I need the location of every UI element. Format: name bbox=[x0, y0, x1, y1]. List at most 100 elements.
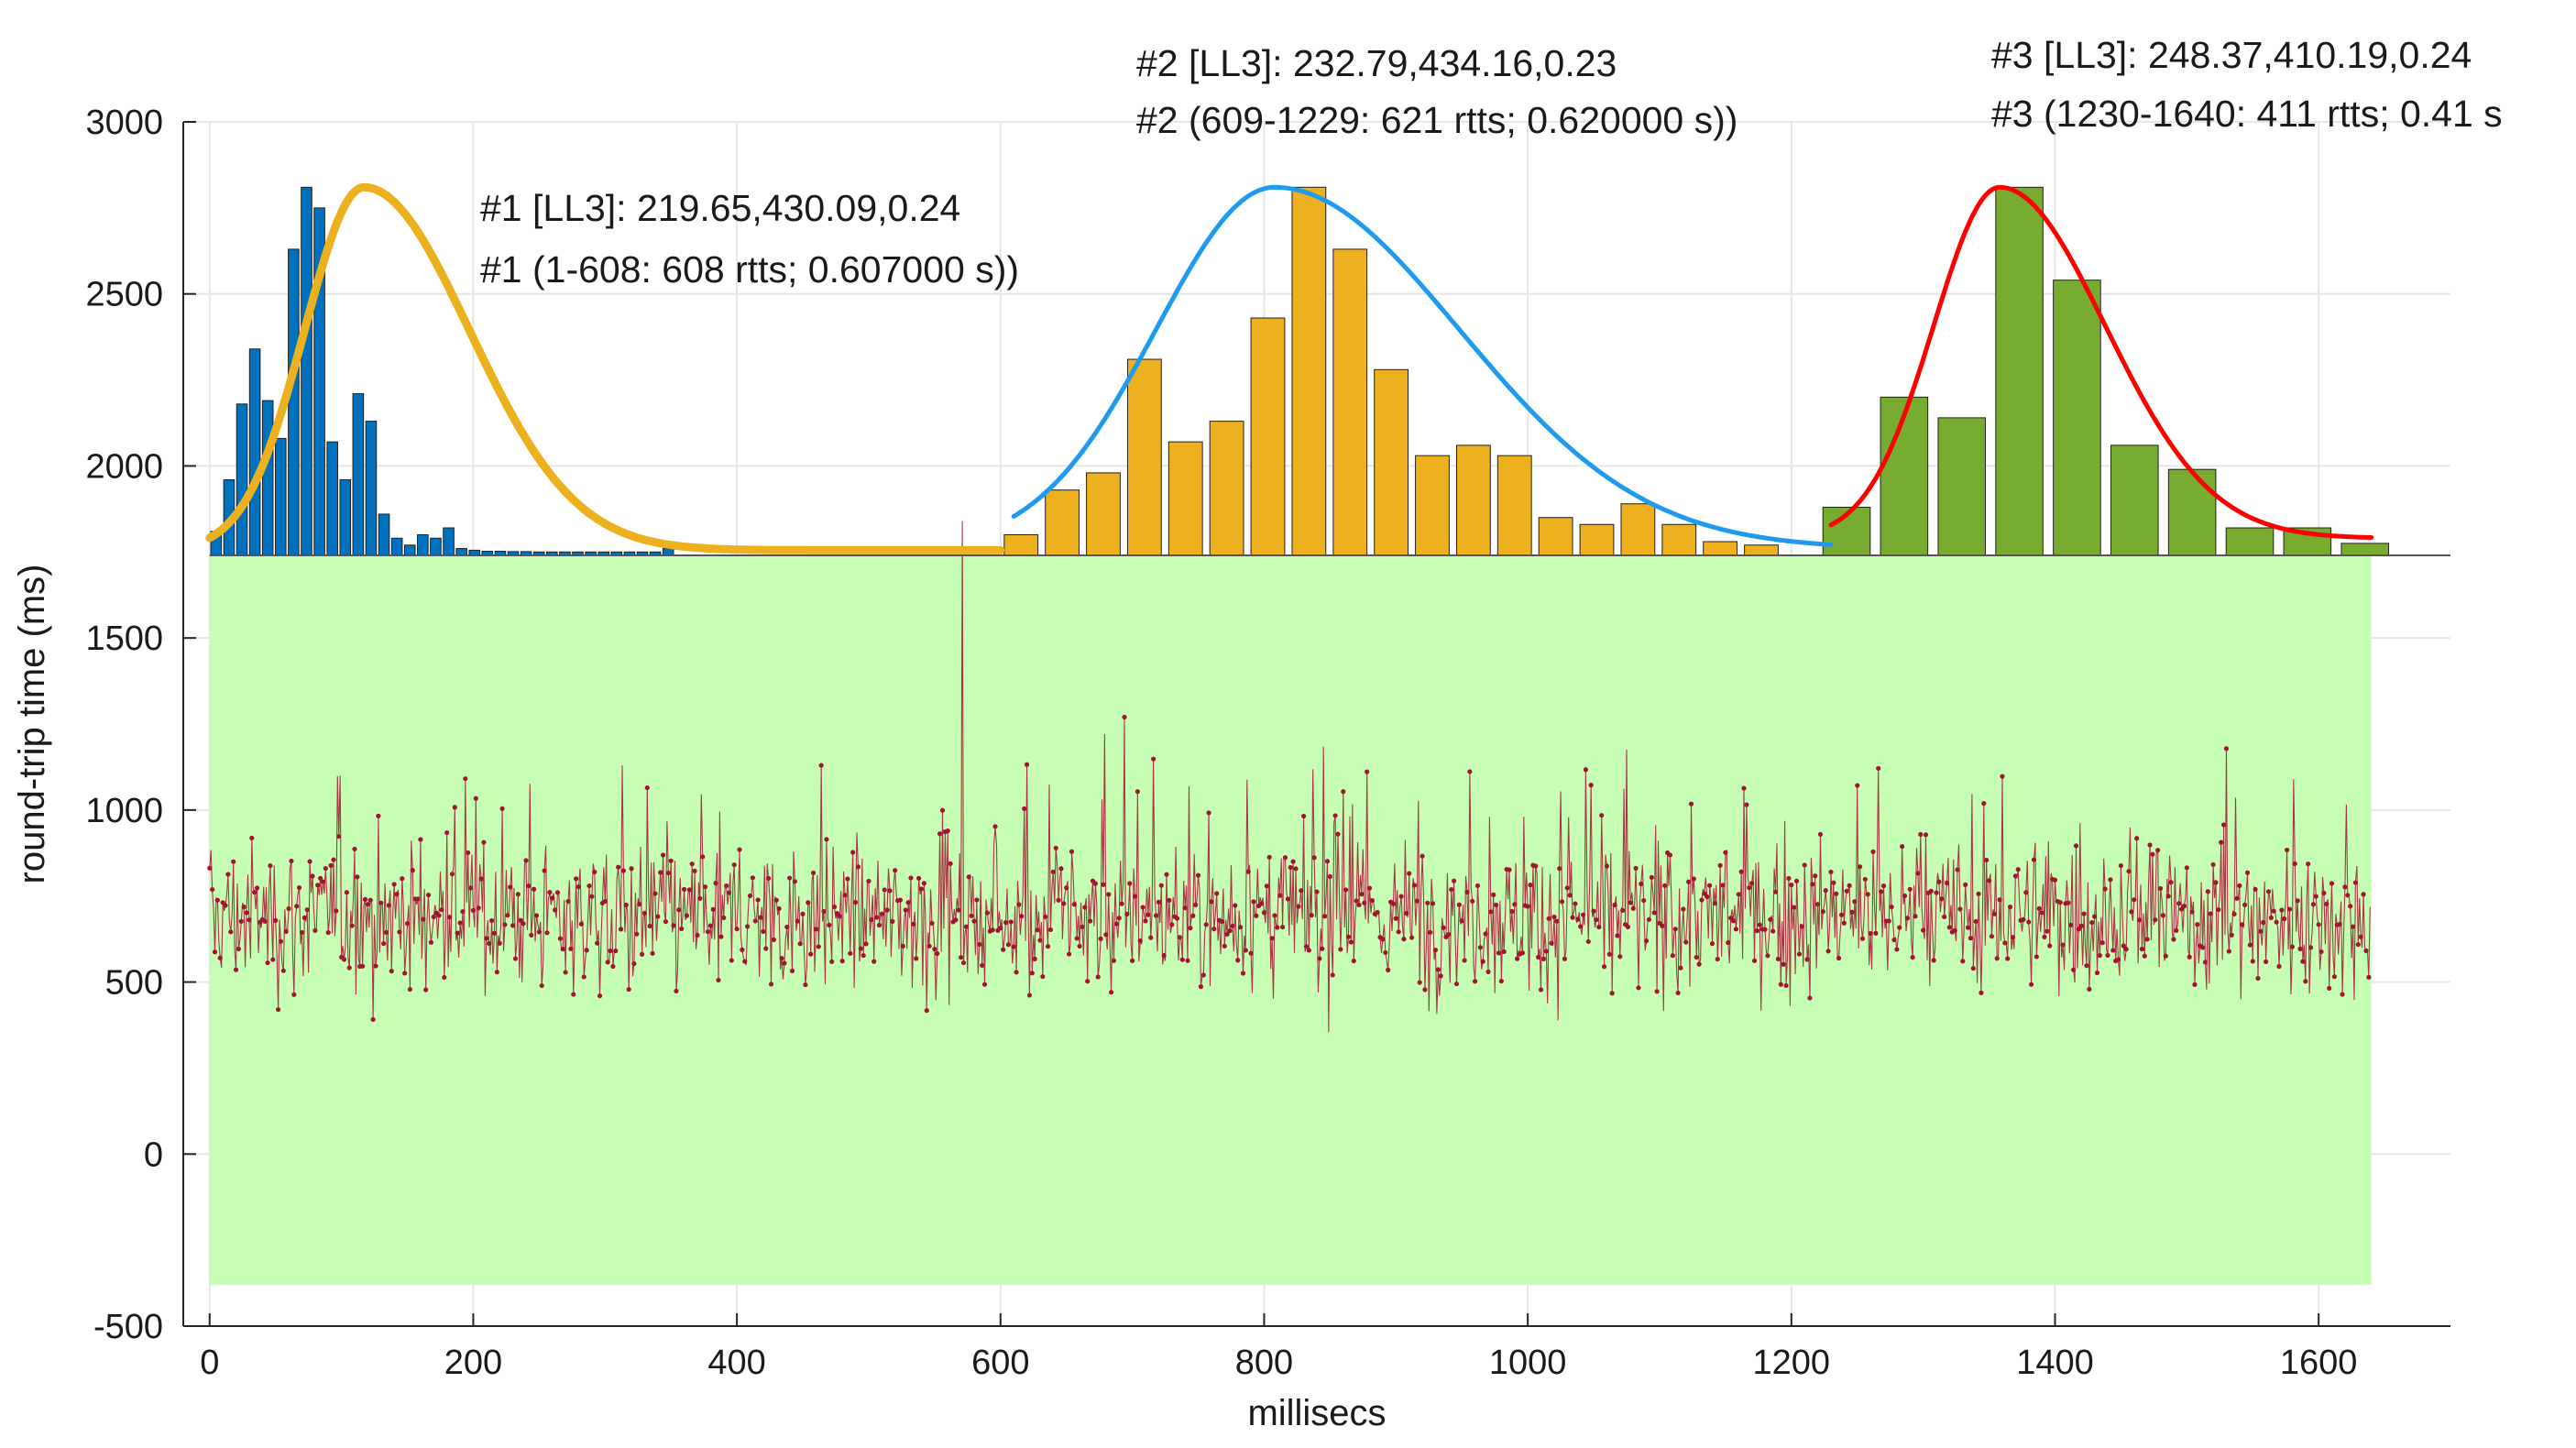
rtt-point bbox=[1643, 938, 1650, 944]
rtt-point bbox=[455, 930, 460, 936]
rtt-point bbox=[1609, 991, 1615, 996]
rtt-point bbox=[2192, 982, 2198, 987]
rtt-point bbox=[742, 959, 748, 964]
rtt-point bbox=[1915, 871, 1921, 876]
rtt-point bbox=[1696, 961, 1702, 967]
rtt-point bbox=[1132, 894, 1138, 899]
rtt-point bbox=[1849, 909, 1855, 915]
rtt-point bbox=[289, 858, 294, 864]
rtt-point bbox=[2313, 894, 2318, 899]
x-tick-label: 1200 bbox=[1753, 1344, 1831, 1382]
rtt-point bbox=[1243, 948, 1248, 953]
rtt-point bbox=[233, 967, 239, 972]
rtt-point bbox=[508, 884, 513, 890]
rtt-point bbox=[618, 927, 624, 932]
rtt-point bbox=[2321, 890, 2327, 896]
rtt-point bbox=[1681, 906, 1686, 912]
rtt-point bbox=[355, 874, 360, 880]
rtt-point bbox=[402, 971, 408, 976]
rtt-point bbox=[2099, 940, 2105, 946]
rtt-point bbox=[984, 910, 991, 916]
rtt-point bbox=[2047, 943, 2053, 949]
rtt-point bbox=[2210, 861, 2216, 868]
rtt-point bbox=[2181, 904, 2187, 909]
rtt-point bbox=[1525, 904, 1530, 909]
rtt-point bbox=[310, 873, 315, 879]
rtt-point bbox=[2031, 857, 2037, 862]
rtt-point bbox=[1343, 887, 1349, 893]
rtt-point bbox=[1738, 869, 1744, 874]
rtt-point bbox=[423, 987, 429, 993]
rtt-point bbox=[924, 1007, 929, 1014]
rtt-point bbox=[1327, 873, 1332, 880]
rtt-point bbox=[1580, 912, 1586, 917]
rtt-point bbox=[816, 944, 821, 949]
rtt-point bbox=[908, 875, 914, 881]
rtt-point bbox=[2010, 935, 2016, 940]
rtt-point bbox=[684, 913, 690, 918]
annotation-seg2-line1: #2 [LL3]: 232.79,434.16,0.23 bbox=[1136, 42, 1617, 84]
rtt-point bbox=[1723, 850, 1728, 855]
rtt-point bbox=[1019, 914, 1025, 919]
rtt-point bbox=[2150, 851, 2155, 857]
rtt-point bbox=[1230, 923, 1235, 929]
rtt-point bbox=[1897, 925, 1902, 930]
rtt-point bbox=[1991, 911, 1997, 916]
rtt-point bbox=[1770, 928, 1776, 934]
rtt-point bbox=[376, 813, 381, 818]
rtt-point bbox=[238, 918, 244, 924]
rtt-point bbox=[1151, 756, 1156, 762]
rtt-point bbox=[1282, 855, 1288, 861]
rtt-point bbox=[1351, 958, 1356, 964]
rtt-point bbox=[2361, 892, 2366, 897]
rtt-point bbox=[1733, 927, 1739, 932]
rtt-point bbox=[431, 914, 436, 920]
rtt-point bbox=[436, 913, 442, 918]
rtt-point bbox=[926, 943, 932, 949]
rtt-point bbox=[2073, 843, 2079, 849]
rtt-point bbox=[1470, 898, 1475, 904]
rtt-point bbox=[1989, 934, 1995, 939]
rtt-point bbox=[2015, 867, 2021, 872]
rtt-point bbox=[1512, 902, 1518, 907]
rtt-point bbox=[1749, 881, 1755, 886]
rtt-point bbox=[637, 902, 642, 907]
rtt-point bbox=[918, 886, 925, 892]
rtt-point bbox=[686, 887, 692, 893]
rtt-point bbox=[367, 897, 373, 903]
rtt-point bbox=[876, 922, 882, 928]
rtt-point bbox=[488, 917, 495, 924]
rtt-point bbox=[2350, 924, 2356, 929]
rtt-point bbox=[512, 956, 519, 961]
rtt-point bbox=[386, 903, 391, 908]
rtt-point bbox=[1670, 953, 1675, 959]
rtt-point bbox=[1359, 892, 1365, 897]
rtt-point bbox=[312, 927, 318, 933]
rtt-point bbox=[278, 938, 284, 944]
rtt-point bbox=[2355, 941, 2361, 948]
rtt-point bbox=[1939, 896, 1945, 902]
rtt-point bbox=[1976, 891, 1981, 896]
rtt-point bbox=[231, 859, 236, 864]
rtt-point bbox=[1741, 785, 1747, 791]
rtt-point bbox=[296, 884, 302, 891]
rtt-point bbox=[866, 878, 871, 884]
rtt-point bbox=[252, 890, 258, 895]
rtt-point bbox=[1646, 916, 1652, 922]
rtt-point bbox=[1946, 925, 1953, 930]
rtt-point bbox=[1411, 883, 1418, 888]
rtt-point bbox=[761, 928, 766, 934]
rtt-point bbox=[249, 835, 255, 841]
rtt-point bbox=[1127, 881, 1133, 886]
rtt-point bbox=[2118, 862, 2124, 869]
rtt-point bbox=[620, 868, 627, 873]
rtt-point bbox=[1001, 947, 1006, 952]
rtt-point bbox=[1069, 849, 1075, 854]
rtt-point bbox=[497, 940, 502, 946]
rtt-point bbox=[2240, 922, 2245, 927]
rtt-point bbox=[1786, 875, 1792, 882]
rtt-point bbox=[1986, 878, 1992, 883]
rtt-point bbox=[2221, 822, 2227, 828]
rtt-point bbox=[2297, 946, 2303, 951]
